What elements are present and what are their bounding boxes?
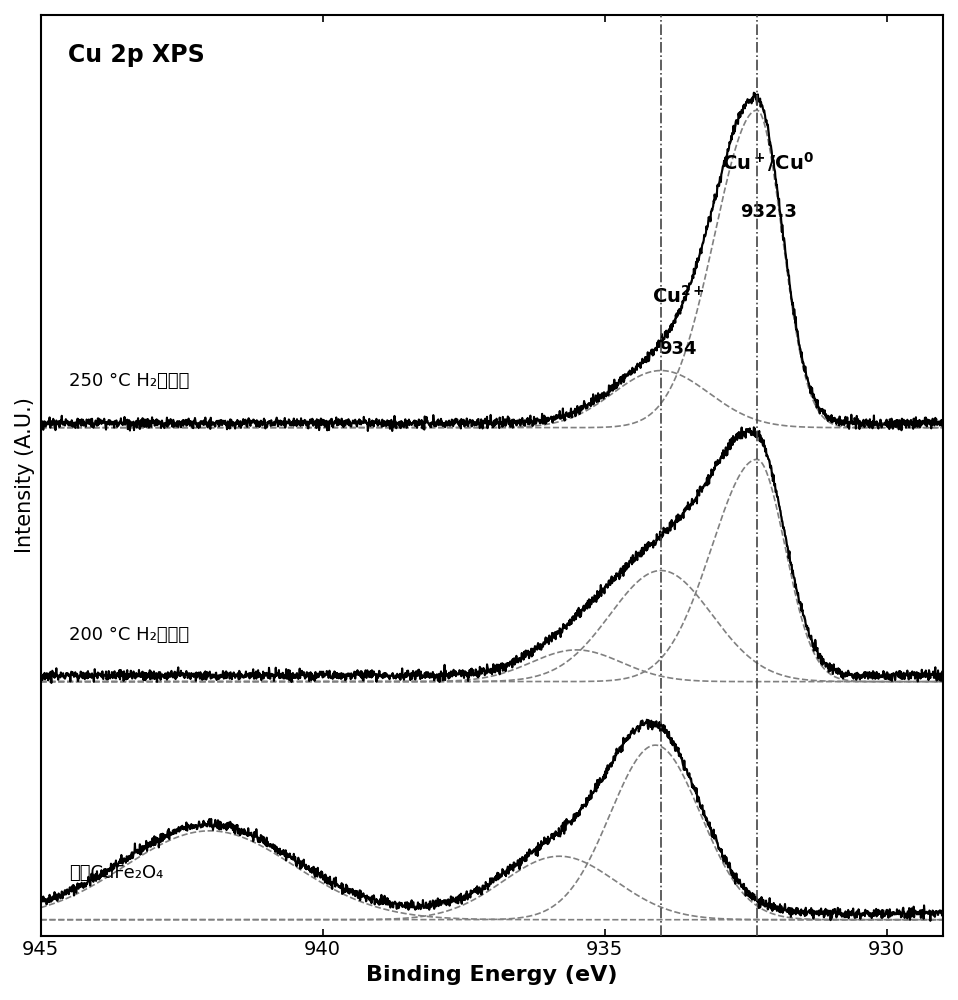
Text: Cu 2p XPS: Cu 2p XPS	[68, 43, 204, 67]
Text: 934: 934	[659, 340, 696, 358]
Text: 932.3: 932.3	[740, 203, 797, 221]
Text: 200 °C H₂还原后: 200 °C H₂还原后	[69, 626, 189, 644]
Text: 新鲜CuFe₂O₄: 新鲜CuFe₂O₄	[69, 864, 163, 882]
Y-axis label: Intensity (A.U.): Intensity (A.U.)	[15, 397, 35, 553]
Text: $\mathregular{Cu^{2+}}$: $\mathregular{Cu^{2+}}$	[651, 285, 704, 307]
Text: $\mathregular{Cu^+/Cu^0}$: $\mathregular{Cu^+/Cu^0}$	[722, 150, 814, 174]
Text: 250 °C H₂还原后: 250 °C H₂还原后	[69, 372, 189, 390]
X-axis label: Binding Energy (eV): Binding Energy (eV)	[366, 965, 618, 985]
